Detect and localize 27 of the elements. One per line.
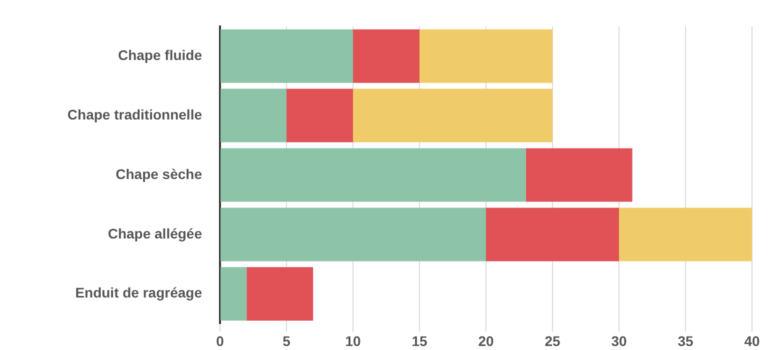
bar [220,88,286,142]
x-tick-label: 40 [744,332,760,349]
bar [526,148,632,202]
bar [246,267,314,321]
bar [220,148,526,202]
x-tick-label: 15 [412,332,428,349]
x-tick-label: 35 [678,332,694,349]
y-tick-label: Chape allégée [108,225,202,242]
bar [353,88,552,142]
y-tick-label: Chape traditionnelle [67,106,202,122]
y-tick-label: Enduit de ragréage [75,284,202,301]
y-tick-label: Chape sèche [116,166,202,182]
x-tick-label: 10 [345,332,361,349]
x-tick-label: 30 [611,332,627,349]
bar [486,208,619,262]
bar [220,267,247,321]
x-tick-label: 20 [478,332,494,349]
bar [420,29,552,83]
bar [353,29,420,83]
x-tick-label: 0 [216,332,224,349]
bar [220,29,353,83]
x-tick-label: 25 [544,332,560,349]
bar [220,208,486,262]
bar [619,208,752,262]
y-tick-label: Chape fluide [118,46,202,63]
bar [286,88,353,142]
x-tick-label: 5 [282,332,291,349]
